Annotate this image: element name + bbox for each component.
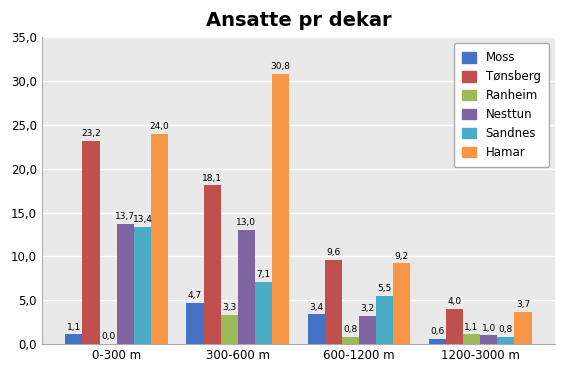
Title: Ansatte pr dekar: Ansatte pr dekar <box>205 11 391 30</box>
Bar <box>221 315 238 344</box>
Text: 0,8: 0,8 <box>499 325 513 334</box>
Bar <box>514 311 531 344</box>
Bar <box>83 141 100 344</box>
Text: 24,0: 24,0 <box>150 122 170 131</box>
Bar <box>446 309 463 344</box>
Text: 3,3: 3,3 <box>222 304 237 313</box>
Text: 0,0: 0,0 <box>101 332 115 341</box>
Text: 0,8: 0,8 <box>344 325 358 334</box>
Legend: Moss, Tønsberg, Ranheim, Nesttun, Sandnes, Hamar: Moss, Tønsberg, Ranheim, Nesttun, Sandne… <box>454 43 549 167</box>
Text: 3,7: 3,7 <box>516 300 530 309</box>
Bar <box>393 263 410 344</box>
Text: 1,1: 1,1 <box>67 323 81 332</box>
Text: 9,2: 9,2 <box>395 252 409 261</box>
Bar <box>342 337 359 344</box>
Bar <box>134 226 151 344</box>
Bar <box>376 296 393 344</box>
Bar <box>65 334 83 344</box>
Text: 9,6: 9,6 <box>326 248 340 257</box>
Text: 4,0: 4,0 <box>447 297 461 306</box>
Bar <box>238 230 255 344</box>
Bar <box>428 339 446 344</box>
Text: 18,1: 18,1 <box>202 174 222 183</box>
Bar <box>204 185 221 344</box>
Bar <box>307 314 325 344</box>
Text: 0,6: 0,6 <box>430 327 444 336</box>
Bar <box>272 74 289 344</box>
Bar <box>255 282 272 344</box>
Text: 7,1: 7,1 <box>256 270 271 279</box>
Text: 13,0: 13,0 <box>237 219 256 228</box>
Text: 5,5: 5,5 <box>378 284 392 293</box>
Bar <box>463 334 480 344</box>
Bar <box>186 303 204 344</box>
Text: 30,8: 30,8 <box>271 62 291 71</box>
Text: 1,0: 1,0 <box>482 324 496 333</box>
Bar <box>480 335 498 344</box>
Text: 13,4: 13,4 <box>132 215 152 224</box>
Bar <box>325 260 342 344</box>
Bar <box>359 316 376 344</box>
Text: 4,7: 4,7 <box>188 291 202 300</box>
Text: 3,4: 3,4 <box>309 303 323 311</box>
Bar <box>498 337 514 344</box>
Text: 1,1: 1,1 <box>464 323 479 332</box>
Text: 3,2: 3,2 <box>361 304 375 313</box>
Text: 23,2: 23,2 <box>81 129 101 138</box>
Text: 13,7: 13,7 <box>115 212 135 221</box>
Bar <box>151 134 168 344</box>
Bar <box>117 224 134 344</box>
